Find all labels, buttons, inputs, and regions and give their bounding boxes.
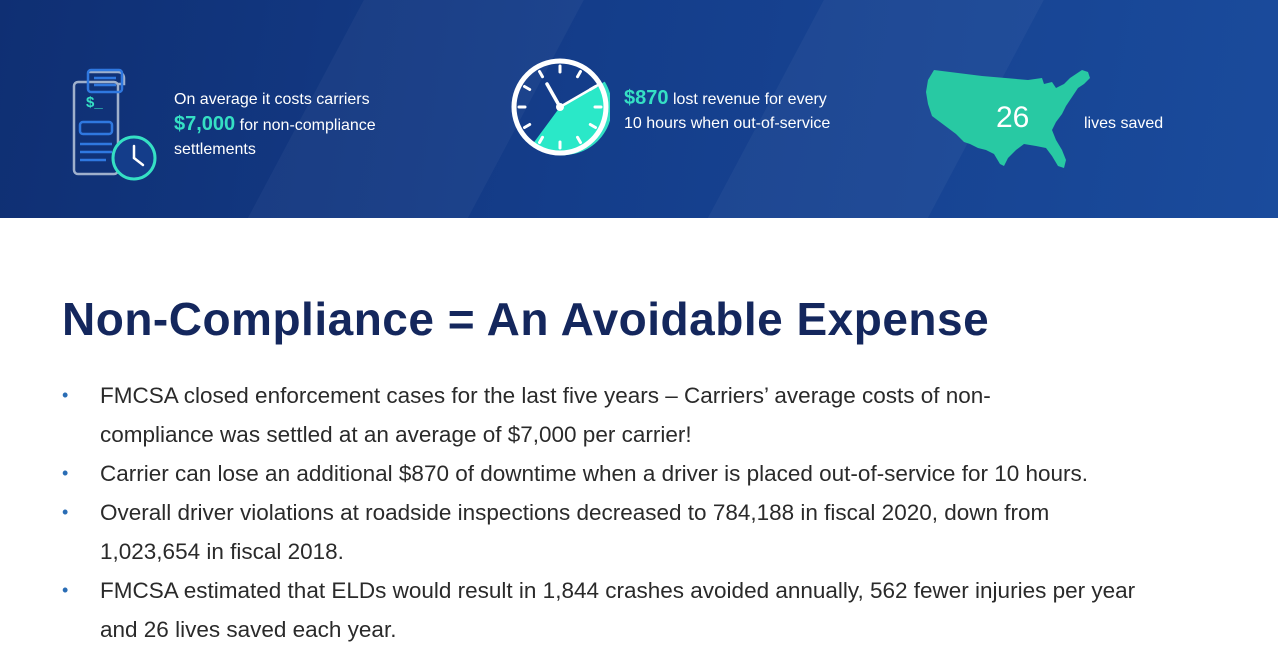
stat-revenue-text: $870 lost revenue for every 10 hours whe… bbox=[624, 86, 830, 136]
bullet-list: • FMCSA closed enforcement cases for the… bbox=[62, 376, 1252, 649]
bullet-dot: • bbox=[62, 580, 69, 600]
stat-cost-amount: $7,000 bbox=[174, 113, 236, 135]
svg-text:$_: $_ bbox=[86, 94, 103, 111]
bullet-line: and 26 lives saved each year. bbox=[100, 617, 397, 642]
bullet-line: FMCSA estimated that ELDs would result i… bbox=[100, 578, 1136, 603]
stat-cost-line1: On average it costs carriers bbox=[174, 91, 370, 108]
bullet-item: • Overall driver violations at roadside … bbox=[62, 493, 1252, 571]
stat-revenue-line2: 10 hours when out-of-service bbox=[624, 115, 831, 132]
bullet-item: • FMCSA estimated that ELDs would result… bbox=[62, 571, 1252, 649]
stat-cost-text: On average it costs carriers $7,000 for … bbox=[174, 88, 376, 162]
bullet-dot: • bbox=[62, 463, 69, 483]
stat-revenue-line1: lost revenue for every bbox=[672, 91, 827, 108]
bullet-dot: • bbox=[62, 502, 69, 522]
stat-cost-line3: settlements bbox=[174, 141, 256, 158]
bullet-line: Carrier can lose an additional $870 of d… bbox=[100, 461, 1089, 486]
lives-saved-label: lives saved bbox=[1084, 115, 1164, 132]
bullet-item: • Carrier can lose an additional $870 of… bbox=[62, 454, 1252, 493]
bullet-line: compliance was settled at an average of … bbox=[100, 422, 692, 447]
bullet-line: 1,023,654 in fiscal 2018. bbox=[100, 539, 344, 564]
bullet-line: FMCSA closed enforcement cases for the l… bbox=[100, 383, 991, 408]
bullet-item: • FMCSA closed enforcement cases for the… bbox=[62, 376, 1252, 454]
receipt-clock-icon: $_ bbox=[72, 68, 157, 181]
stats-banner: $_ On average it costs carriers $7,000 f… bbox=[0, 0, 1278, 218]
stat-cost-line2: for non-compliance bbox=[239, 117, 376, 134]
page-title: Non-Compliance = An Avoidable Expense bbox=[62, 293, 990, 345]
stat-revenue-amount: $870 bbox=[624, 87, 669, 109]
bullet-line: Overall driver violations at roadside in… bbox=[100, 500, 1050, 525]
lives-saved-number: 26 bbox=[996, 101, 1030, 134]
clock-icon bbox=[511, 58, 610, 156]
bullet-dot: • bbox=[62, 385, 69, 405]
main-content: Non-Compliance = An Avoidable Expense • … bbox=[0, 218, 1278, 671]
usa-map-icon bbox=[926, 70, 1090, 168]
